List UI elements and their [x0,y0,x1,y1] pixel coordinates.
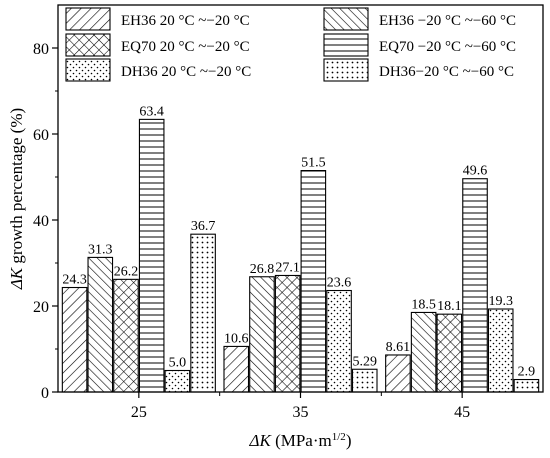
bar-crosshatch-35 [274,274,301,393]
x-axis-close: ) [346,431,352,450]
legend-label: EQ70 20 °C ~−20 °C [121,39,250,55]
data-label: 27.1 [275,260,300,275]
bar-dots-grid-35 [351,368,378,393]
y-tick-label: 60 [33,127,49,144]
bar-dots-grid-25 [190,233,216,393]
bars-layer [61,118,540,393]
axis-ticks-layer: 25 35 45 0 20 40 60 80 [33,41,470,421]
x-axis-symbol: ΔK [249,431,273,450]
data-labels-layer: 24.3 31.326.2 63.4 5.0 36.7 10.6 26.8 27.1 51.5 2… [62,104,535,379]
bar-diag-right-35 [223,345,250,393]
data-label: 49.6 [463,164,488,179]
legend-label: EQ70 −20 °C ~−60 °C [379,39,516,55]
data-label: 2.9 [518,365,536,380]
y-tick-label: 40 [33,213,49,230]
legend-swatch-diag-right [65,7,111,31]
bar-crosshatch-25 [113,278,139,393]
legend-label: DH36 20 °C ~−20 °C [121,64,251,80]
y-tick-label: 80 [33,41,49,58]
data-label: 5.0 [169,356,187,371]
bar-horizontal-45 [462,178,488,393]
legend-swatch-diag-left [323,7,369,31]
data-label: 8.61 [386,340,411,355]
bar-diag-left-35 [249,276,275,393]
x-axis-exponent: 1/2 [332,431,346,443]
data-label: 31.3 [88,242,113,257]
x-tick-label: 35 [293,404,309,421]
legend-swatch-dots-grid [323,58,369,82]
legend: EH36 20 °C ~−20 °C EH36 −20 °C ~−60 °C EQ7… [65,7,516,82]
bar-horizontal-25 [138,118,165,393]
y-tick-label: 20 [33,299,49,316]
data-label: 26.8 [250,262,275,277]
y-tick-label: 0 [41,385,49,402]
data-label: 5.29 [353,354,378,369]
data-label: 19.3 [488,294,513,309]
data-label: 18.1 [437,299,462,314]
bar-diag-left-25 [87,256,114,393]
legend-swatch-horizontal [323,33,369,57]
legend-swatch-crosshatch [65,33,111,57]
data-label: 51.5 [301,156,326,171]
bar-crosshatch-45 [436,313,463,393]
data-label: 18.5 [411,297,436,312]
x-tick-label: 25 [131,404,147,421]
y-axis-text: growth percentage (%) [7,108,26,268]
data-label: 23.6 [327,276,352,291]
data-label: 26.2 [114,264,139,279]
x-tick-label: 45 [454,404,470,421]
bar-horizontal-35 [300,170,327,393]
data-label: 63.4 [139,104,164,119]
bar-diag-right-25 [61,286,88,393]
x-axis-label: ΔK (MPa·m1/2) [249,431,352,450]
bar-diag-left-45 [410,311,437,393]
bar-dots-25 [164,369,191,393]
bar-dots-grid-45 [513,378,540,393]
legend-label: DH36−20 °C ~−60 °C [379,64,514,80]
bar-diag-right-45 [385,354,411,393]
legend-swatch-dots [65,58,111,82]
bar-dots-35 [326,289,352,393]
x-axis-unit: (MPa·m [271,431,332,450]
bar-dots-45 [487,308,514,393]
data-label: 36.7 [191,219,216,234]
data-label: 10.6 [224,331,249,346]
data-label: 24.3 [62,273,87,288]
y-axis-label: ΔK growth percentage (%) [7,108,26,290]
legend-label: EH36 −20 °C ~−60 °C [379,13,516,29]
y-axis-symbol: ΔK [7,266,26,290]
legend-label: EH36 20 °C ~−20 °C [121,13,250,29]
